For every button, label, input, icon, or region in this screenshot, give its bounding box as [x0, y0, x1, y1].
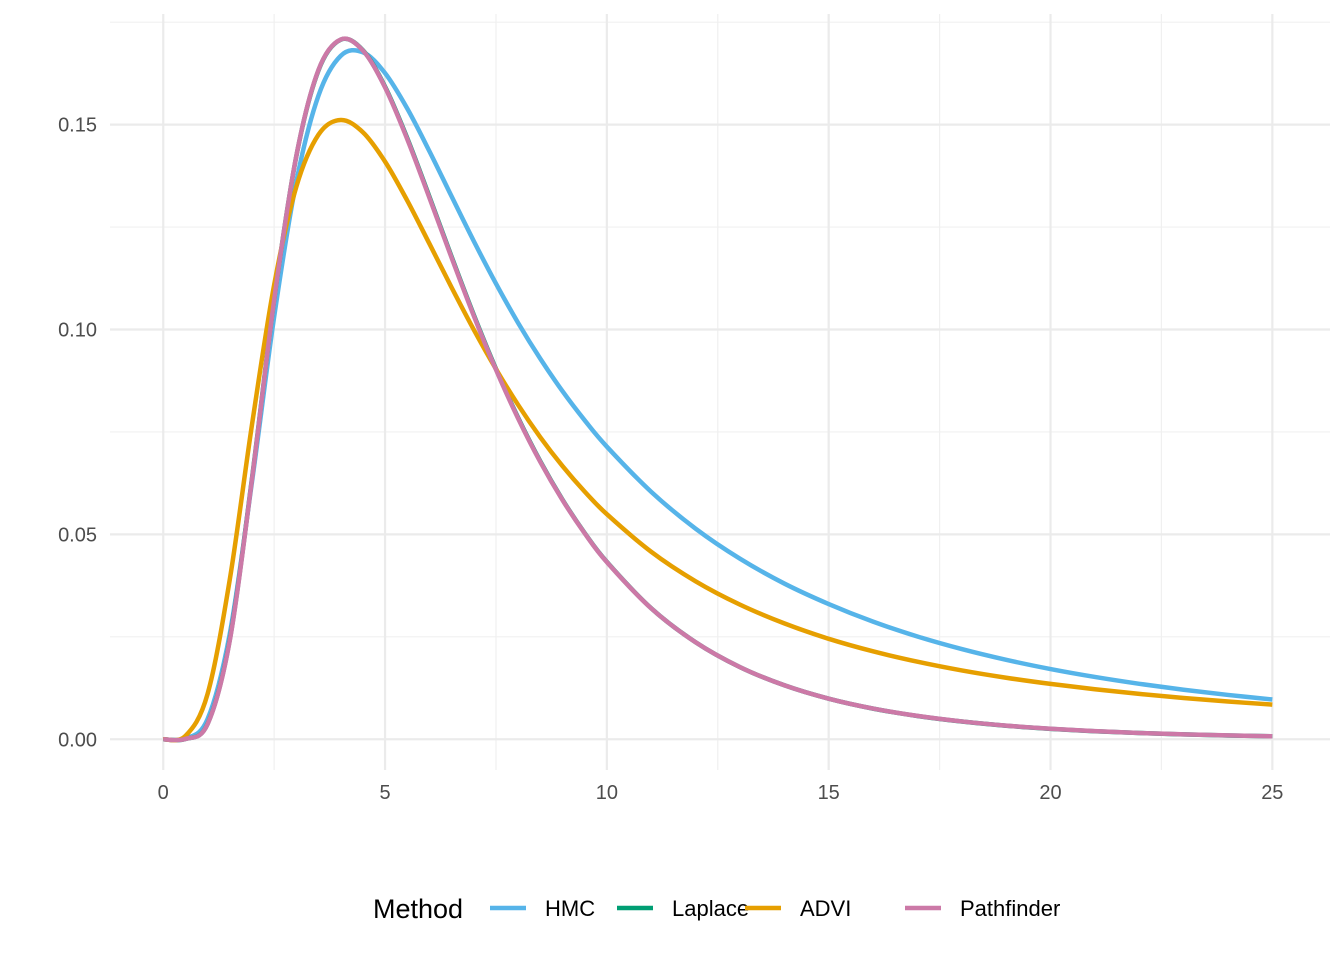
x-tick-label: 5 [379, 782, 390, 804]
y-tick-label: 0.15 [58, 115, 97, 137]
y-axis-tick-labels: 0.00 0.05 0.10 0.15 [58, 115, 97, 752]
legend-label-laplace: Laplace [672, 896, 749, 921]
legend-item-advi: ADVI [745, 896, 851, 921]
series-lines [162, 36, 1273, 743]
legend-title: Method [373, 894, 463, 924]
legend-item-laplace: Laplace [617, 896, 749, 921]
x-tick-label: 10 [596, 782, 618, 804]
y-tick-label: 0.05 [58, 524, 97, 546]
grid-minor [110, 14, 1330, 770]
legend: Method HMC Laplace ADVI Pathfinder [373, 894, 1060, 924]
legend-item-hmc: HMC [490, 896, 595, 921]
y-tick-label: 0.10 [58, 320, 97, 342]
legend-item-pathfinder: Pathfinder [905, 896, 1060, 921]
y-tick-label: 0.00 [58, 729, 97, 751]
series-line-pathfinder [163, 36, 1273, 743]
legend-label-pathfinder: Pathfinder [960, 896, 1060, 921]
x-tick-label: 20 [1039, 782, 1061, 804]
x-tick-label: 0 [158, 782, 169, 804]
x-tick-label: 25 [1261, 782, 1283, 804]
legend-label-hmc: HMC [545, 896, 595, 921]
legend-label-advi: ADVI [800, 896, 851, 921]
x-axis-tick-labels: 0 5 10 15 20 25 [158, 782, 1284, 804]
grid-major [110, 14, 1330, 770]
x-tick-label: 15 [818, 782, 840, 804]
legend-items: HMC Laplace ADVI Pathfinder [490, 896, 1060, 921]
